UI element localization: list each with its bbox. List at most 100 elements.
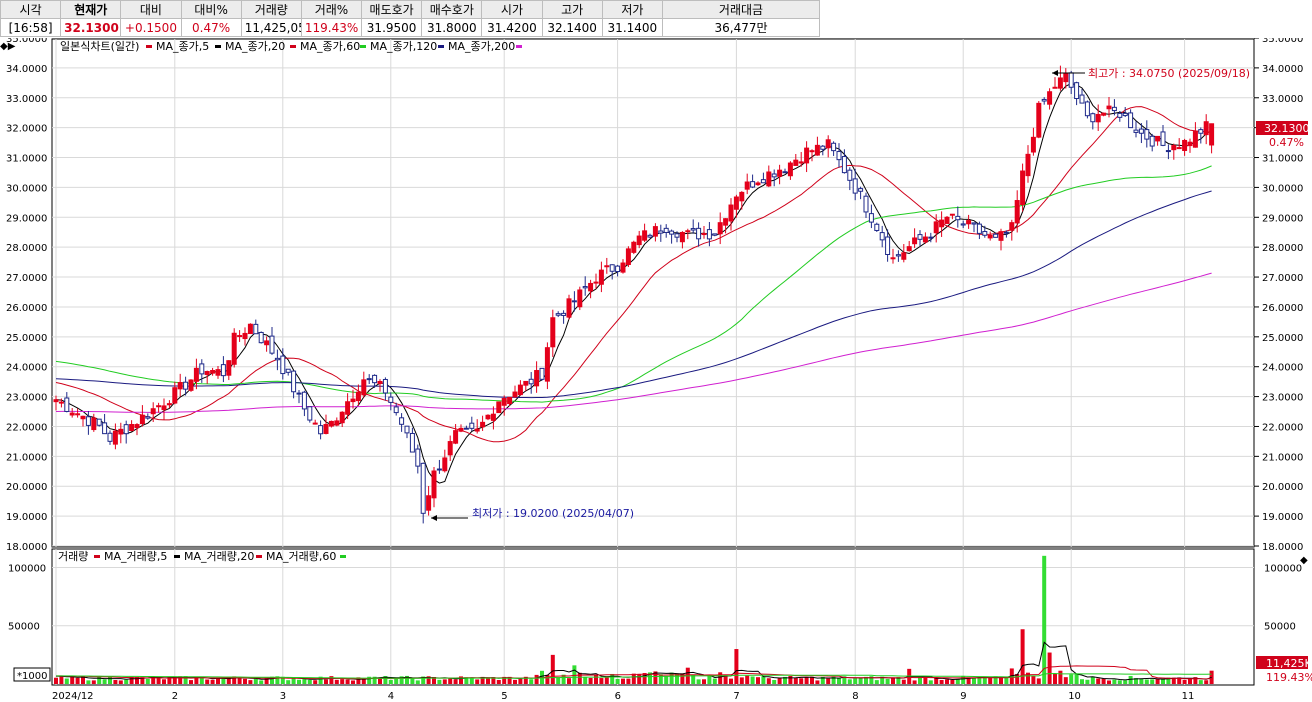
volume-bar-up bbox=[901, 679, 906, 684]
candle-down bbox=[669, 230, 675, 235]
volume-bar-up bbox=[766, 678, 771, 684]
volume-bar-down bbox=[772, 680, 777, 684]
volume-bar-up bbox=[718, 672, 723, 684]
volume-bar-up bbox=[345, 679, 350, 684]
candle-up bbox=[723, 218, 729, 226]
volume-bar-down bbox=[437, 679, 442, 684]
candle-up bbox=[480, 421, 486, 428]
price-tick-label-right: 22.0000 bbox=[1262, 422, 1303, 433]
volume-bar-down bbox=[955, 679, 960, 684]
volume-bar-up bbox=[1053, 673, 1057, 684]
volume-bar-down bbox=[977, 677, 982, 684]
candle-down bbox=[1041, 98, 1047, 102]
candle-up bbox=[501, 398, 507, 406]
volume-bar-up bbox=[777, 678, 782, 684]
volume-bar-down bbox=[1139, 678, 1144, 684]
candle-down bbox=[836, 151, 842, 161]
candle-down bbox=[404, 425, 410, 434]
candle-up bbox=[814, 144, 820, 156]
candle-up bbox=[1057, 77, 1063, 89]
volume-bar-down bbox=[1134, 678, 1138, 684]
candle-up bbox=[453, 430, 459, 444]
volume-bar-up bbox=[1204, 680, 1209, 684]
legend-vol-ma5-swatch bbox=[174, 555, 180, 558]
volume-bar-down bbox=[1112, 679, 1117, 684]
candle-up bbox=[1203, 121, 1209, 136]
volume-bar-down bbox=[556, 677, 561, 684]
candle-up bbox=[523, 380, 529, 386]
volume-bar-up bbox=[432, 676, 436, 684]
last-price-tag-bg bbox=[1256, 121, 1308, 135]
candle-down bbox=[372, 374, 378, 384]
stock-chart[interactable]: 18.0000 18.0000 19.0000 19.0000 20.0000 20.00… bbox=[0, 38, 1312, 702]
candle-up bbox=[247, 323, 253, 335]
candle-down bbox=[64, 397, 70, 412]
volume-bar-down bbox=[388, 680, 393, 684]
candle-up bbox=[652, 226, 658, 237]
scroll-right-icon[interactable]: ◆ bbox=[1300, 555, 1308, 566]
candle-down bbox=[976, 223, 982, 234]
volume-bar-up bbox=[594, 674, 598, 684]
price-tick-label-left: 21.0000 bbox=[6, 452, 47, 463]
volume-bar-up bbox=[313, 680, 318, 684]
quote-header: 대비 bbox=[120, 0, 182, 19]
candle-up bbox=[323, 423, 329, 434]
volume-bar-up bbox=[378, 677, 382, 684]
candle-up bbox=[156, 405, 162, 408]
candle-up bbox=[458, 427, 464, 432]
volume-bar-down bbox=[712, 678, 717, 684]
candle-up bbox=[1192, 130, 1198, 148]
volume-bar-up bbox=[513, 679, 517, 684]
candle-up bbox=[939, 219, 945, 228]
date-tick-label: 5 bbox=[501, 691, 507, 702]
volume-bar-down bbox=[896, 677, 901, 684]
candle-up bbox=[1176, 147, 1182, 150]
volume-bar-down bbox=[529, 679, 534, 684]
candle-up bbox=[355, 391, 361, 402]
volume-bar-up bbox=[680, 673, 685, 684]
legend-ma60: MA_종가,60 bbox=[300, 40, 360, 53]
volume-bar-up bbox=[653, 671, 658, 684]
candle-up bbox=[1047, 91, 1053, 105]
candle-up bbox=[798, 161, 804, 164]
volume-legend: 거래량 MA_거래량,5 MA_거래량,20 MA_거래량,60 bbox=[58, 550, 346, 563]
date-tick-label: 2024/12 bbox=[52, 691, 94, 702]
volume-bar-down bbox=[64, 678, 69, 684]
candle-down bbox=[1149, 135, 1155, 147]
candle-up bbox=[139, 414, 145, 425]
volume-bar-up bbox=[54, 677, 58, 684]
last-price-tag: 32.1300 bbox=[1264, 122, 1310, 135]
volume-bar-down bbox=[297, 679, 301, 684]
candle-down bbox=[1128, 112, 1134, 129]
price-tick-label-left: 35.0000 bbox=[6, 38, 47, 45]
volume-bar-up bbox=[1036, 678, 1041, 684]
scroll-left-icon[interactable]: ◆▶ bbox=[0, 41, 16, 52]
candle-down bbox=[102, 422, 108, 435]
price-panel bbox=[51, 38, 1255, 548]
volume-bar-down bbox=[97, 676, 102, 684]
candle-up bbox=[1063, 72, 1069, 83]
candle-down bbox=[674, 233, 680, 238]
volume-bar-down bbox=[394, 678, 399, 684]
candle-up bbox=[172, 387, 178, 404]
quote-bid: 31.8000 bbox=[421, 18, 483, 37]
price-tick-label-right: 31.0000 bbox=[1262, 154, 1303, 165]
candle-up bbox=[80, 415, 86, 420]
candle-up bbox=[112, 430, 118, 445]
price-tick-label-right: 23.0000 bbox=[1262, 393, 1303, 404]
legend-end-swatch bbox=[516, 45, 522, 48]
candle-down bbox=[960, 223, 966, 226]
date-axis: 2024/12 2 3 4 5 6 7 8 9 10 11 bbox=[52, 691, 1194, 702]
candle-up bbox=[193, 367, 199, 382]
candle-up bbox=[166, 403, 172, 406]
volume-bar-down bbox=[108, 676, 112, 684]
candle-up bbox=[631, 241, 637, 253]
volume-bar-down bbox=[750, 676, 755, 684]
candle-down bbox=[463, 427, 469, 430]
candle-up bbox=[766, 171, 772, 187]
volume-bar-down bbox=[858, 677, 863, 684]
volume-bar-up bbox=[912, 680, 917, 684]
candle-down bbox=[420, 462, 426, 514]
price-tick-label-right: 21.0000 bbox=[1262, 452, 1303, 463]
candle-down bbox=[696, 227, 702, 240]
